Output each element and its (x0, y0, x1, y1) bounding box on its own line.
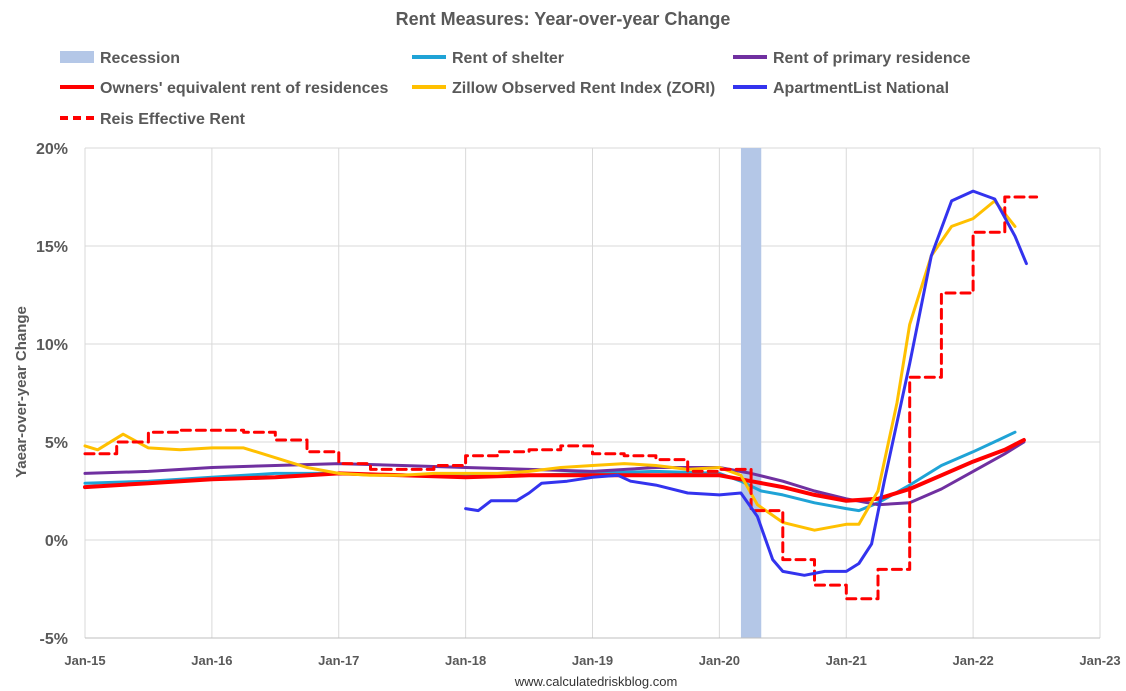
legend-label: ApartmentList National (773, 80, 949, 97)
y-tick-label: 15% (36, 239, 68, 256)
y-tick-label: 20% (36, 141, 68, 158)
y-tick-labels: -5% 0% 5% 10% 15% 20% (36, 141, 68, 648)
series-line-zillow-observed-rent-index-zori (83, 199, 1017, 532)
legend: Recession Rent of shelter Rent of primary … (60, 50, 971, 128)
y-tick-label: 10% (36, 337, 68, 354)
legend-label: Rent of primary residence (773, 50, 971, 67)
x-tick-label: Jan-23 (1079, 653, 1120, 668)
legend-item: Reis Effective Rent (60, 111, 246, 128)
legend-item: Zillow Observed Rent Index (ZORI) (412, 80, 715, 97)
series-line-owners-equivalent-rent-of-residences (83, 438, 1026, 503)
legend-label: Reis Effective Rent (100, 111, 246, 128)
x-tick-label: Jan-22 (953, 653, 994, 668)
x-tick-label: Jan-15 (64, 653, 105, 668)
y-tick-label: -5% (40, 631, 68, 648)
legend-item: Rent of shelter (412, 50, 564, 67)
plot-area (83, 147, 1101, 639)
legend-label: Rent of shelter (452, 50, 564, 67)
recession-band (740, 148, 762, 638)
legend-swatch (60, 51, 94, 63)
y-tick-label: 5% (45, 435, 68, 452)
x-tick-label: Jan-20 (699, 653, 740, 668)
legend-item: Rent of primary residence (733, 50, 971, 67)
series-lines (83, 189, 1039, 601)
x-tick-labels: Jan-15 Jan-16 Jan-17 Jan-18 Jan-19 Jan-20 Jan-… (64, 653, 1120, 668)
legend-label: Owners' equivalent rent of residences (100, 80, 388, 97)
gridlines (84, 147, 1101, 639)
legend-label: Zillow Observed Rent Index (ZORI) (452, 80, 715, 97)
y-tick-label: 0% (45, 533, 68, 550)
series-line-apartmentlist-national (464, 189, 1028, 577)
legend-item: Recession (60, 50, 180, 67)
chart-title: Rent Measures: Year-over-year Change (396, 9, 731, 29)
y-axis-label: Yaear-over-year Change (13, 306, 30, 478)
x-tick-label: Jan-17 (318, 653, 359, 668)
x-tick-label: Jan-18 (445, 653, 486, 668)
legend-label: Recession (100, 50, 180, 67)
legend-item: ApartmentList National (733, 80, 949, 97)
series-line-reis-effective-rent (83, 195, 1039, 601)
source-credit: www.calculatedriskblog.com (514, 674, 678, 689)
x-tick-label: Jan-19 (572, 653, 613, 668)
recession-bar (740, 148, 762, 638)
legend-item: Owners' equivalent rent of residences (60, 80, 388, 97)
x-tick-label: Jan-21 (826, 653, 867, 668)
x-tick-label: Jan-16 (191, 653, 232, 668)
